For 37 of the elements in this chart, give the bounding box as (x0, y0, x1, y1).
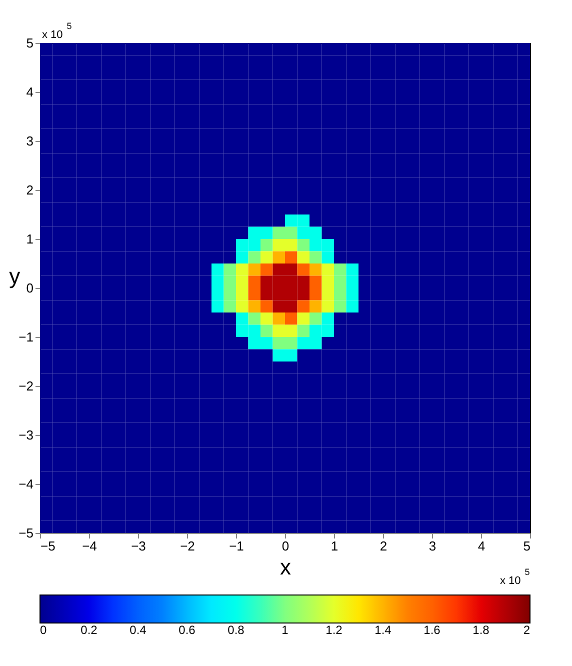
color-bar-label: 1 (282, 623, 289, 637)
color-bar-label: 0.8 (228, 623, 245, 637)
color-bar-label: 2 (523, 623, 530, 637)
y-tick-label: −5 (18, 526, 34, 540)
color-bar-label: 1.2 (326, 623, 343, 637)
y-tick-label: 0 (26, 280, 34, 296)
color-bar-label: 1.4 (374, 623, 392, 637)
x-tick-label: −5 (40, 538, 56, 554)
x-tick-label: −4 (82, 538, 97, 554)
x-tick-label: 1 (330, 538, 338, 554)
color-bar-label: 0.2 (80, 623, 98, 637)
y-tick-label: −2 (18, 378, 34, 394)
y-tick-label: 3 (26, 134, 34, 148)
x-tick-label: −3 (131, 538, 146, 554)
color-bar-label: 0.4 (130, 623, 147, 637)
x-tick-label: −1 (229, 538, 244, 554)
y-axis-title: y (9, 264, 20, 288)
text: x 105 (42, 21, 72, 41)
y-tick-label: 1 (26, 232, 34, 246)
text: x 105 (500, 567, 530, 587)
y-tick-label: 2 (26, 182, 34, 198)
color-bar-label: 0 (40, 623, 47, 637)
x-tick-label: 4 (478, 538, 486, 554)
x-tick-label: 0 (282, 538, 290, 554)
y-tick-label: −1 (18, 330, 34, 344)
y-tick-label: 5 (26, 36, 34, 50)
x-tick-label: 5 (523, 538, 530, 554)
y-tick-label: −3 (18, 428, 34, 442)
y-tick-label: −4 (18, 476, 34, 492)
color-bar-label: 1.6 (424, 623, 441, 637)
x-tick-label: 2 (380, 538, 388, 554)
x-tick-label: −2 (180, 538, 195, 554)
color-bar-label: 0.6 (178, 623, 196, 637)
y-tick-label: 4 (26, 84, 34, 100)
color-bar-label: 1.8 (472, 623, 490, 637)
x-tick-label: 3 (428, 538, 436, 554)
x-axis-title: x (280, 554, 291, 580)
